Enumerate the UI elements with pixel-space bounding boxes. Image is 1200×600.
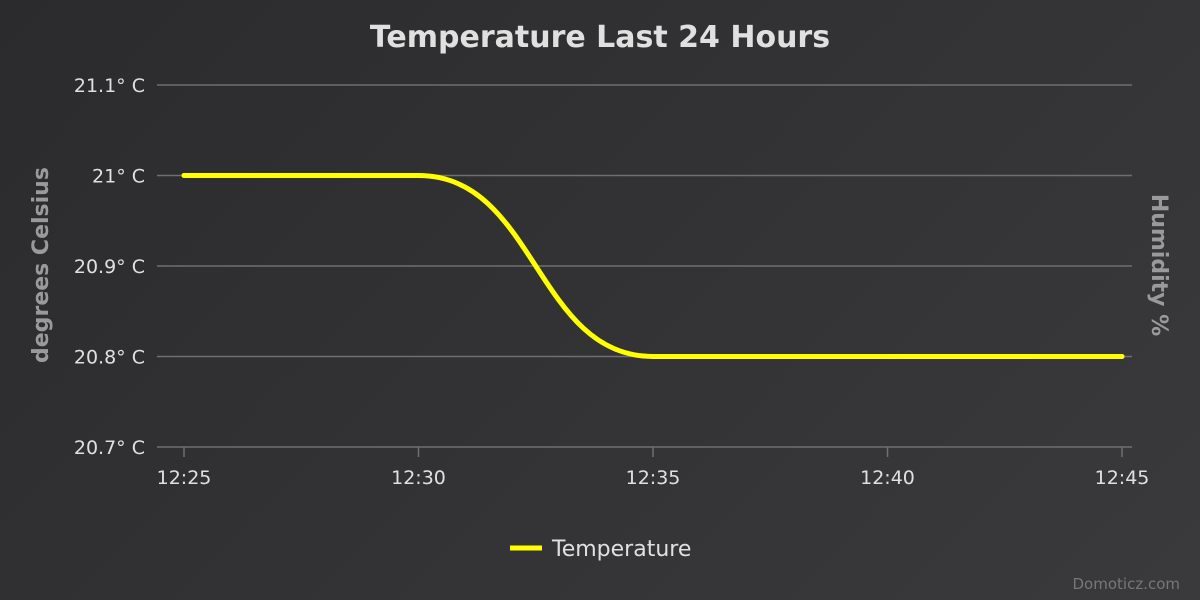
data-point[interactable] xyxy=(650,354,656,359)
data-point[interactable] xyxy=(181,173,187,178)
chart-title: Temperature Last 24 Hours xyxy=(370,20,830,55)
y-tick-label: 20.8° C xyxy=(74,347,145,369)
data-point[interactable] xyxy=(416,173,421,178)
x-tick-label: 12:45 xyxy=(1095,467,1150,489)
y-tick-label: 20.7° C xyxy=(74,437,145,459)
x-tick-label: 12:25 xyxy=(157,467,212,489)
data-point[interactable] xyxy=(885,354,890,359)
y-tick-label: 21° C xyxy=(92,166,145,188)
y-tick-label: 20.9° C xyxy=(74,256,145,278)
y-axis-title-right: Humidity % xyxy=(1146,194,1171,336)
x-tick-label: 12:30 xyxy=(391,467,446,489)
series-layer xyxy=(181,172,1125,359)
series-line-temperature[interactable] xyxy=(181,172,1125,359)
y-axis-ticks: 21.1° C 21° C 20.9° C 20.8° C 20.7° C xyxy=(74,75,145,459)
credits-link[interactable]: Domoticz.com xyxy=(1073,575,1181,593)
x-tick-label: 12:35 xyxy=(626,467,681,489)
legend-label-temperature[interactable]: Temperature xyxy=(551,537,691,562)
grid-lines xyxy=(157,84,1132,448)
x-axis-ticks: 12:25 12:30 12:35 12:40 12:45 xyxy=(157,447,1150,489)
data-point[interactable] xyxy=(1119,354,1125,359)
legend[interactable]: Temperature xyxy=(510,537,691,562)
x-tick-label: 12:40 xyxy=(860,467,915,489)
y-axis-title: degrees Celsius xyxy=(29,167,54,363)
y-tick-label: 21.1° C xyxy=(74,75,145,97)
